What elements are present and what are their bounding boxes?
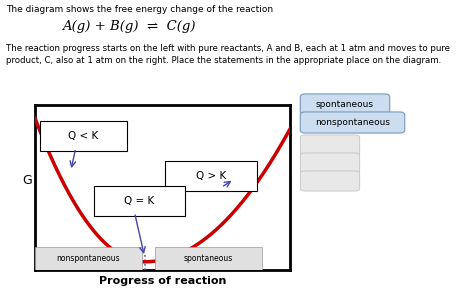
Text: The diagram shows the free energy change of the reaction: The diagram shows the free energy change…: [6, 5, 273, 14]
Text: The reaction progress starts on the left with pure reactants, A and B, each at 1: The reaction progress starts on the left…: [6, 44, 450, 53]
Text: Q > K: Q > K: [196, 171, 226, 181]
FancyBboxPatch shape: [94, 186, 185, 216]
X-axis label: Progress of reaction: Progress of reaction: [99, 275, 226, 285]
FancyBboxPatch shape: [40, 121, 127, 151]
Text: spontaneous: spontaneous: [316, 100, 374, 109]
Y-axis label: G: G: [22, 174, 32, 188]
Text: Q < K: Q < K: [68, 131, 99, 141]
FancyBboxPatch shape: [155, 247, 262, 270]
Text: nonspontaneous: nonspontaneous: [315, 118, 390, 127]
Text: Q = K: Q = K: [124, 196, 155, 206]
Text: spontaneous: spontaneous: [184, 254, 233, 263]
FancyBboxPatch shape: [165, 161, 257, 191]
Text: A(g) + B(g)  ⇌  C(g): A(g) + B(g) ⇌ C(g): [62, 20, 195, 33]
Text: nonspontaneous: nonspontaneous: [57, 254, 120, 263]
FancyBboxPatch shape: [35, 247, 142, 270]
Text: product, C, also at 1 atm on the right. Place the statements in the appropriate : product, C, also at 1 atm on the right. …: [6, 56, 441, 66]
